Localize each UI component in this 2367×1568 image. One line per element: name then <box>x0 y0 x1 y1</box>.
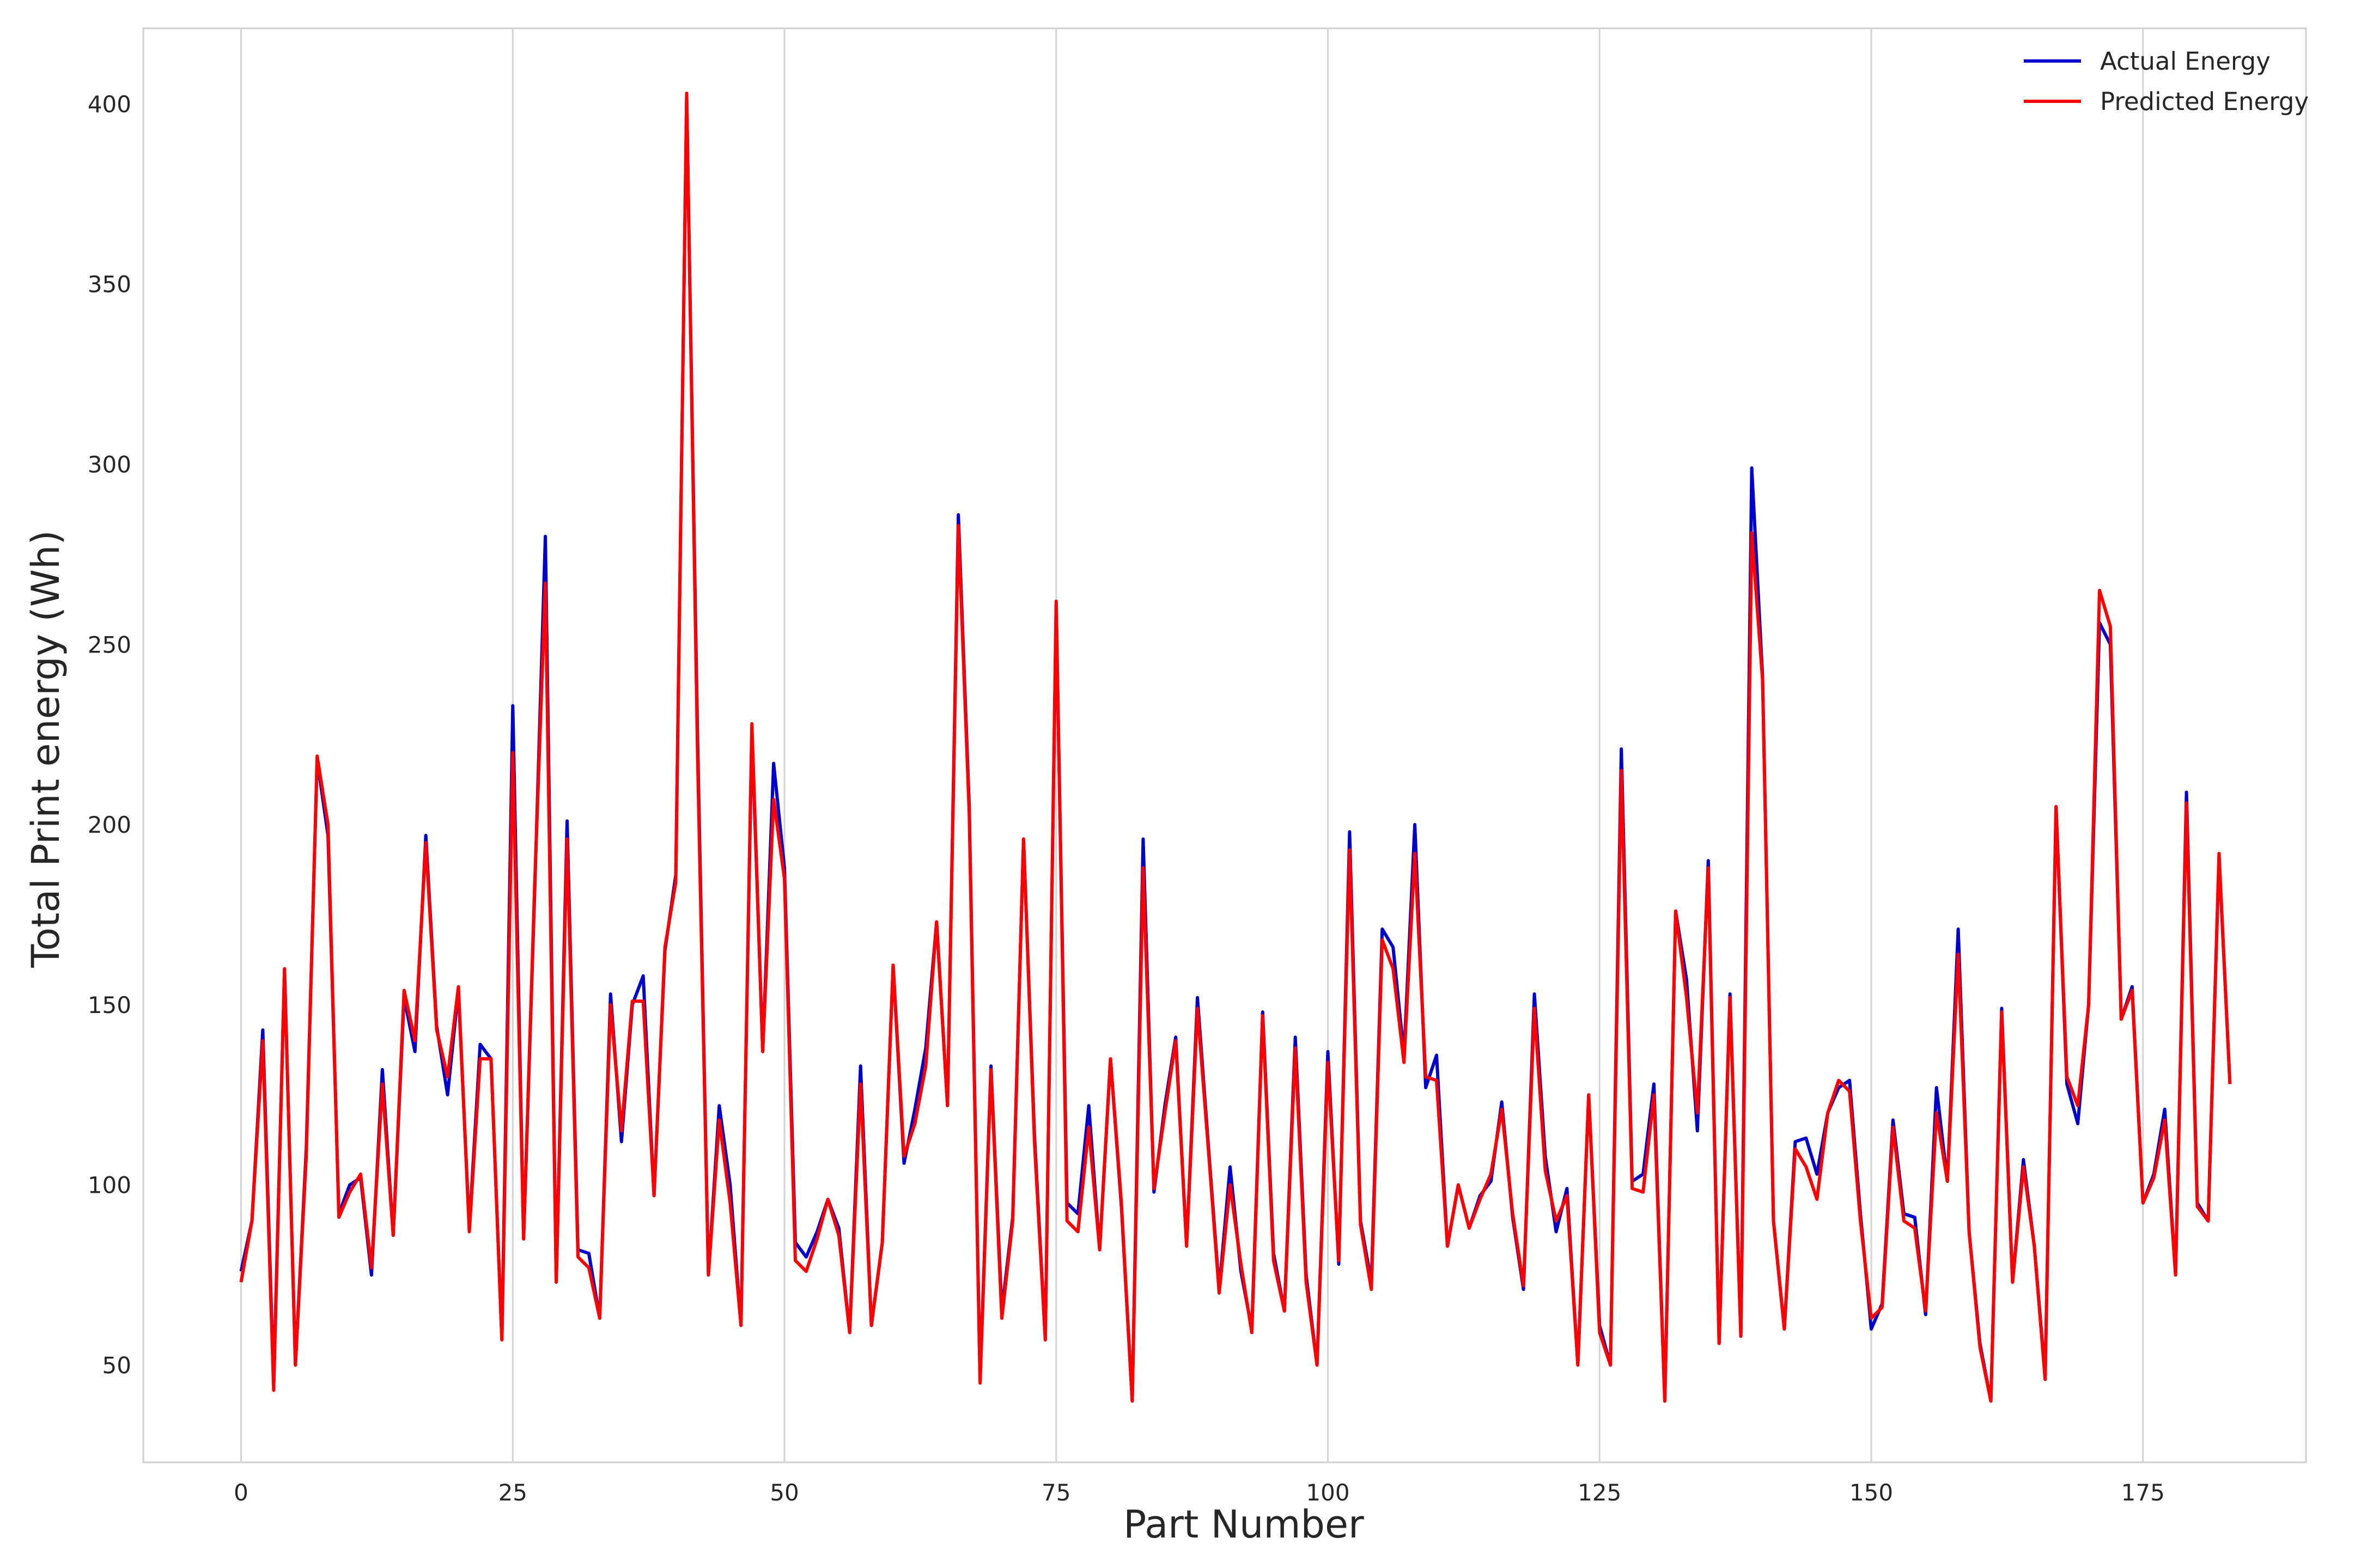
series-layer <box>239 91 2232 1403</box>
x-tick-label: 0 <box>234 1479 248 1506</box>
y-tick-label: 350 <box>88 271 131 298</box>
y-tick-label: 250 <box>88 631 131 658</box>
y-tick-label: 300 <box>88 451 131 478</box>
y-tick-label: 100 <box>88 1172 131 1199</box>
x-tick-label: 25 <box>498 1479 527 1506</box>
x-tick-labels: 0 25 50 75 100 125 150 175 <box>234 1479 2165 1506</box>
x-tick-label: 75 <box>1042 1479 1070 1506</box>
x-tick-label: 150 <box>1849 1479 1893 1506</box>
y-tick-label: 400 <box>88 91 131 118</box>
x-tick-label: 100 <box>1306 1479 1349 1506</box>
y-tick-labels: 50 100 150 200 250 300 350 400 <box>88 91 131 1378</box>
series-line-predicted-energy <box>239 91 2232 1403</box>
y-tick-label: 50 <box>102 1352 131 1378</box>
legend: Actual Energy Predicted Energy <box>2024 47 2309 116</box>
legend-label: Actual Energy <box>2100 47 2271 76</box>
x-axis-label: Part Number <box>1123 1502 1364 1547</box>
x-tick-label: 175 <box>2121 1479 2165 1506</box>
y-axis-label: Total Print energy (Wh) <box>23 530 68 968</box>
y-tick-label: 150 <box>88 992 131 1018</box>
vertical-gridlines <box>240 28 2144 1462</box>
legend-label: Predicted Energy <box>2100 87 2309 116</box>
x-tick-label: 50 <box>770 1479 799 1506</box>
x-tick-label: 125 <box>1578 1479 1621 1506</box>
y-tick-label: 200 <box>88 812 131 838</box>
